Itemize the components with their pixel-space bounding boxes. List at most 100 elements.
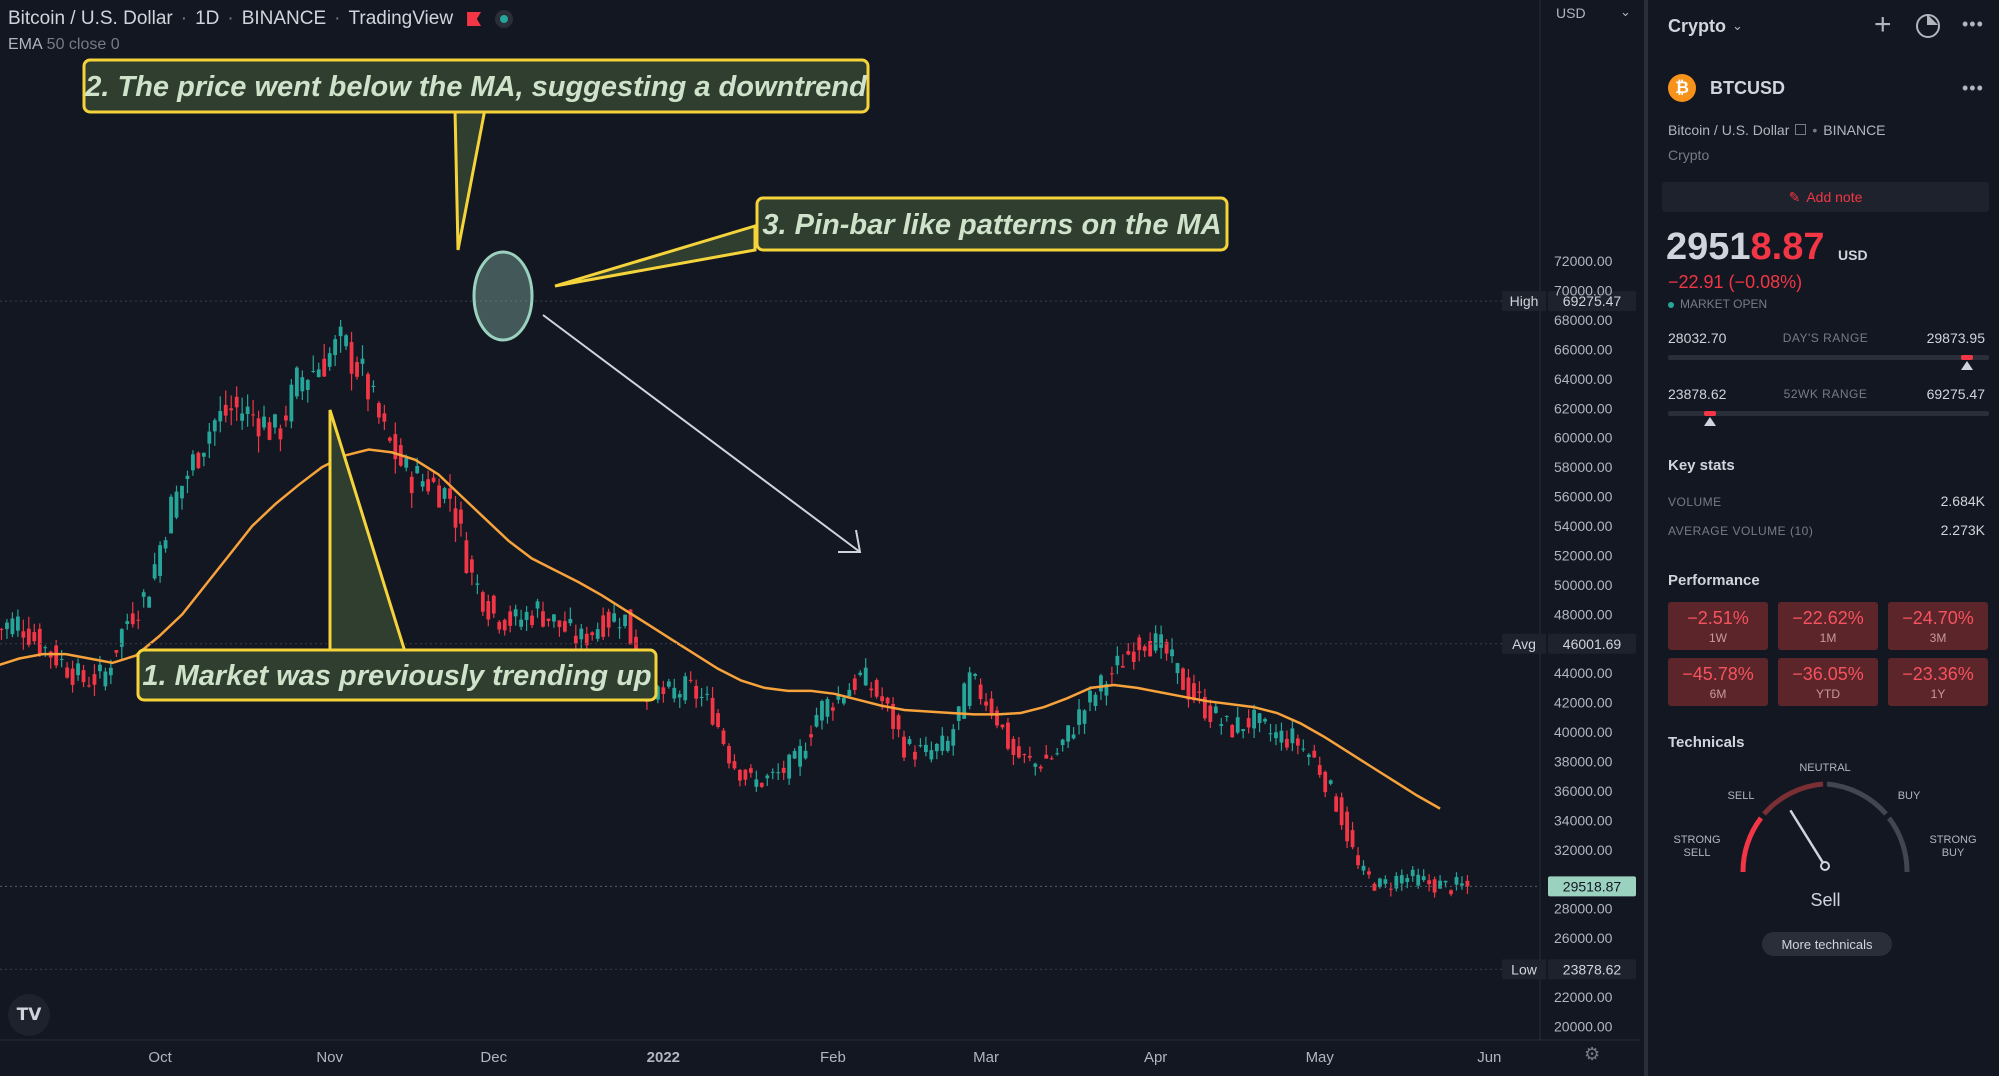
pie-chart-icon[interactable]	[1916, 14, 1940, 38]
candle-body	[743, 769, 748, 780]
symbol-ticker[interactable]: BTCUSD	[1710, 78, 1785, 98]
candle-body	[880, 696, 885, 702]
chart-area[interactable]: High 69275.47 Avg 46001.69 Low 23878.62 29518.…	[0, 0, 1640, 1076]
more-options-icon[interactable]: •••	[1962, 14, 1984, 34]
candle-body	[1290, 728, 1295, 744]
candle-body	[158, 545, 162, 576]
candle	[1372, 882, 1377, 892]
perf-1m[interactable]: −22.62% 1M	[1778, 602, 1878, 650]
perf-1y[interactable]: −23.36% 1Y	[1888, 658, 1988, 706]
y-tick-label: 54000.00	[1554, 518, 1613, 534]
candle	[874, 678, 879, 699]
candle	[1334, 793, 1339, 813]
candle-body	[573, 635, 578, 644]
price-chart[interactable]: High 69275.47 Avg 46001.69 Low 23878.62 29518.…	[0, 0, 1640, 1076]
y-tick-label: 50000.00	[1554, 577, 1613, 593]
candle-body	[841, 697, 846, 704]
candle-body	[469, 559, 474, 573]
perf-3m[interactable]: −24.70% 3M	[1888, 602, 1988, 650]
candle-body	[141, 592, 146, 597]
currency-selector[interactable]: USD	[1556, 5, 1586, 21]
candle-body	[869, 688, 874, 691]
candle	[814, 707, 819, 728]
chevron-down-icon[interactable]: ⌄	[1732, 18, 1743, 33]
candle	[924, 736, 928, 757]
candle	[114, 650, 119, 658]
candle-body	[666, 681, 671, 687]
candle-body	[180, 485, 184, 499]
perf-1w[interactable]: −2.51% 1W	[1668, 602, 1768, 650]
flag-icon[interactable]	[467, 12, 482, 26]
candle-body	[415, 465, 420, 474]
more-technicals-button[interactable]: More technicals	[1762, 932, 1892, 956]
add-note-button[interactable]: ✎ Add note	[1662, 182, 1989, 212]
tradingview-logo-icon[interactable]: TV	[8, 994, 50, 1036]
candle	[1312, 744, 1317, 759]
candle	[1213, 702, 1218, 714]
candle-body	[945, 740, 950, 751]
candle-body	[541, 611, 545, 627]
candle	[169, 494, 173, 534]
candle-body	[513, 609, 518, 617]
add-symbol-icon[interactable]: +	[1874, 8, 1892, 41]
candle	[1388, 882, 1393, 897]
gear-icon[interactable]: ⚙	[1584, 1044, 1601, 1064]
candle	[1208, 699, 1213, 728]
wk52-range-marker	[1703, 417, 1716, 426]
symbol-more-icon[interactable]: •••	[1962, 78, 1984, 98]
y-tick-label: 56000.00	[1554, 489, 1613, 505]
perf-ytd[interactable]: −36.05% YTD	[1778, 658, 1878, 706]
candle-body	[371, 385, 376, 387]
candle	[568, 607, 573, 627]
gauge-needle	[1789, 809, 1827, 867]
candle-body	[1339, 797, 1344, 826]
candle	[655, 685, 660, 704]
candle-body	[535, 601, 540, 609]
low-tag: Low	[1511, 961, 1538, 977]
candle-body	[59, 659, 64, 661]
chart-header[interactable]: Bitcoin / U.S. Dollar · 1D · BINANCE · T…	[8, 8, 514, 30]
candle	[333, 335, 338, 367]
external-link-icon[interactable]	[1795, 124, 1807, 135]
candle-body	[114, 650, 119, 653]
candle	[338, 319, 343, 353]
candle	[191, 450, 195, 476]
chevron-down-icon[interactable]: ⌄	[1620, 4, 1631, 19]
wk52-range-label: 52WK RANGE	[1783, 387, 1868, 401]
perf-6m[interactable]: −45.78% 6M	[1668, 658, 1768, 706]
watchlist-title[interactable]: Crypto	[1668, 16, 1726, 36]
candle-body	[896, 715, 901, 730]
candle-body	[87, 685, 91, 687]
candle-body	[1257, 713, 1262, 724]
interval-label[interactable]: 1D	[195, 8, 220, 29]
high-tag: High	[1510, 293, 1539, 309]
candle-body	[1016, 746, 1021, 758]
candle-body	[207, 431, 212, 444]
candle	[710, 687, 715, 726]
candle-body	[1345, 811, 1349, 842]
candle	[688, 671, 693, 683]
candle-body	[1443, 880, 1448, 883]
candle	[617, 617, 622, 639]
indicator-legend[interactable]: EMA 50 close 0	[8, 36, 120, 54]
avg-tag-bg	[1502, 633, 1546, 654]
candle	[497, 620, 502, 634]
technicals-gauge[interactable]	[1648, 750, 1999, 890]
range-fill	[1703, 411, 1716, 416]
ema-line	[0, 448, 1441, 810]
candle-body	[1465, 880, 1470, 887]
y-tick-label: 66000.00	[1554, 341, 1613, 357]
candle	[1148, 632, 1153, 657]
symbol-title[interactable]: Bitcoin / U.S. Dollar	[8, 8, 173, 29]
callout-2-box	[82, 58, 870, 114]
y-tick-label: 64000.00	[1554, 371, 1613, 387]
candle	[1131, 642, 1136, 670]
candle-body	[759, 782, 764, 787]
candle-body	[1388, 888, 1393, 890]
candle	[677, 690, 682, 708]
candle-body	[1077, 709, 1081, 725]
symbol-name[interactable]: Bitcoin / U.S. Dollar	[1668, 122, 1790, 138]
candle-body	[475, 583, 480, 585]
performance-title: Performance	[1668, 572, 1760, 589]
candle-body	[344, 335, 348, 347]
